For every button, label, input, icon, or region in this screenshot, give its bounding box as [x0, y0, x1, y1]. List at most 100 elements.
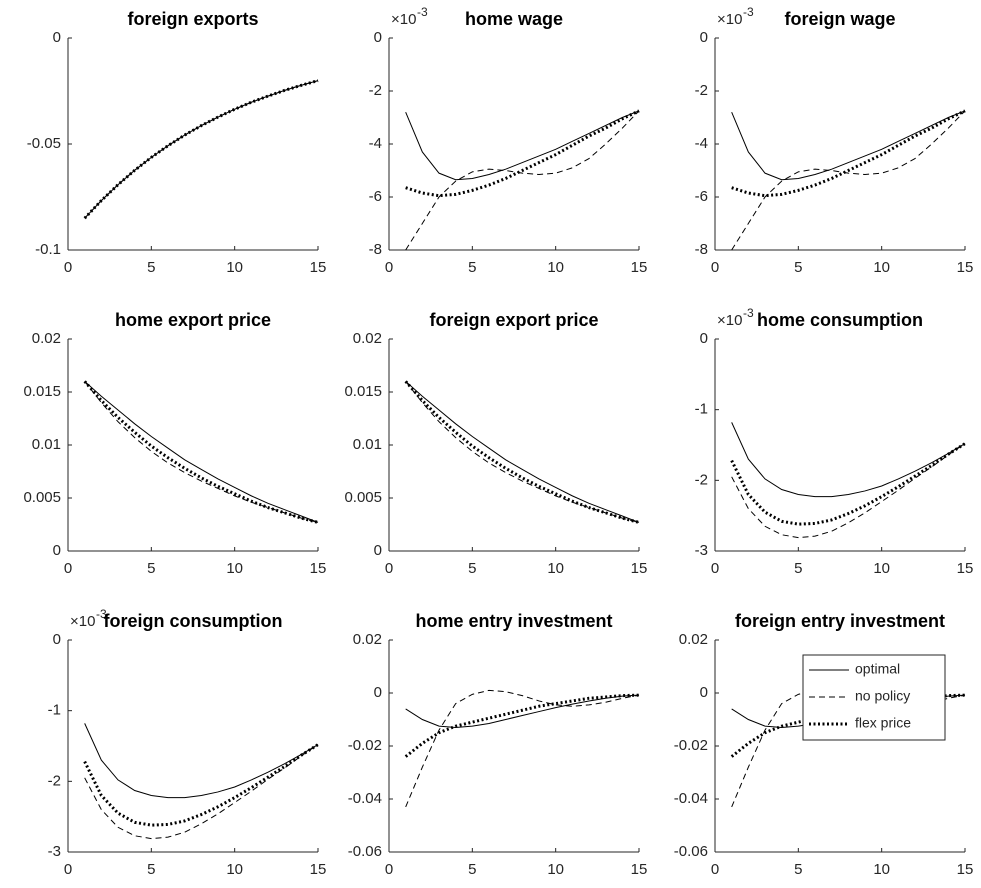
- y-tick-label: 0.02: [32, 330, 61, 347]
- x-tick-label: 15: [310, 560, 327, 577]
- x-tick-label: 5: [794, 861, 802, 878]
- y-exponent-power: -3: [96, 607, 107, 621]
- x-tick-label: 5: [794, 259, 802, 276]
- x-tick-label: 0: [64, 861, 72, 878]
- series-line: [404, 380, 640, 524]
- series-line: [731, 109, 966, 198]
- y-tick-label: -2: [48, 772, 61, 789]
- y-exponent-power: -3: [743, 306, 754, 320]
- x-tick-label: 5: [147, 560, 155, 577]
- series-line: [84, 744, 319, 840]
- series-line: [84, 381, 319, 523]
- y-tick-label: 0: [374, 684, 382, 701]
- x-tick-label: 5: [147, 259, 155, 276]
- x-tick-label: 10: [226, 560, 243, 577]
- x-tick-label: 15: [310, 259, 327, 276]
- legend-label: no policy: [855, 688, 910, 704]
- y-tick-label: 0.005: [23, 489, 61, 506]
- y-tick-label: 0: [700, 684, 708, 701]
- series-line: [405, 110, 640, 181]
- x-tick-label: 15: [957, 560, 974, 577]
- y-tick-label: 0: [53, 29, 61, 46]
- y-tick-label: -6: [369, 188, 382, 205]
- series-line: [83, 380, 319, 524]
- y-tick-label: 0: [53, 631, 61, 648]
- series-line: [731, 422, 966, 498]
- y-exponent-base: ×10: [717, 11, 742, 28]
- series-line: [84, 80, 319, 219]
- series-line: [730, 442, 966, 526]
- series-line: [405, 110, 640, 251]
- y-tick-label: -4: [695, 135, 708, 152]
- x-tick-label: 0: [64, 259, 72, 276]
- series-line: [731, 110, 966, 181]
- series-line: [405, 109, 640, 198]
- x-tick-label: 10: [873, 560, 890, 577]
- series-line: [731, 443, 966, 539]
- series-line: [405, 689, 640, 808]
- x-tick-label: 0: [385, 259, 393, 276]
- y-tick-label: -0.04: [348, 790, 382, 807]
- y-tick-label: -0.02: [348, 737, 382, 754]
- series-line: [84, 723, 319, 799]
- y-tick-label: 0: [374, 29, 382, 46]
- y-exponent-base: ×10: [391, 11, 416, 28]
- y-tick-label: -8: [369, 241, 382, 258]
- x-tick-label: 5: [147, 861, 155, 878]
- series-line: [405, 381, 640, 523]
- x-tick-label: 10: [226, 861, 243, 878]
- y-tick-label: -0.04: [674, 790, 708, 807]
- y-tick-label: -0.1: [35, 241, 61, 258]
- x-tick-label: 15: [631, 259, 648, 276]
- x-tick-label: 10: [547, 861, 564, 878]
- y-tick-label: -6: [695, 188, 708, 205]
- chart-title: home wage: [465, 9, 563, 29]
- y-tick-label: -3: [695, 542, 708, 559]
- y-tick-label: -2: [695, 82, 708, 99]
- x-tick-label: 15: [631, 560, 648, 577]
- chart-title: foreign consumption: [104, 611, 283, 631]
- x-tick-label: 10: [547, 259, 564, 276]
- x-tick-label: 10: [873, 259, 890, 276]
- x-tick-label: 10: [226, 259, 243, 276]
- y-tick-label: 0.02: [679, 631, 708, 648]
- chart-title: foreign exports: [127, 9, 258, 29]
- chart-title: home export price: [115, 310, 271, 330]
- chart-title: foreign export price: [429, 310, 598, 330]
- x-tick-label: 10: [547, 560, 564, 577]
- x-tick-label: 0: [711, 560, 719, 577]
- y-tick-label: 0.015: [344, 383, 382, 400]
- y-tick-label: -1: [48, 702, 61, 719]
- x-tick-label: 5: [468, 560, 476, 577]
- y-tick-label: -1: [695, 401, 708, 418]
- y-exponent-base: ×10: [70, 613, 95, 630]
- y-exponent-power: -3: [743, 5, 754, 19]
- y-exponent-power: -3: [417, 5, 428, 19]
- y-tick-label: 0: [700, 29, 708, 46]
- y-tick-label: -0.02: [674, 737, 708, 754]
- chart-title: foreign wage: [784, 9, 895, 29]
- x-tick-label: 0: [385, 560, 393, 577]
- y-tick-label: 0: [53, 542, 61, 559]
- x-tick-label: 0: [385, 861, 393, 878]
- legend-label: flex price: [855, 715, 911, 731]
- x-tick-label: 10: [873, 861, 890, 878]
- y-tick-label: 0.02: [353, 631, 382, 648]
- x-tick-label: 5: [794, 560, 802, 577]
- series-line: [405, 694, 640, 728]
- y-tick-label: -2: [695, 471, 708, 488]
- x-tick-label: 5: [468, 259, 476, 276]
- y-tick-label: -0.06: [348, 843, 382, 860]
- x-tick-label: 0: [711, 861, 719, 878]
- y-tick-label: 0.02: [353, 330, 382, 347]
- series-line: [84, 381, 319, 523]
- y-tick-label: -3: [48, 843, 61, 860]
- series-line: [84, 80, 319, 219]
- y-tick-label: 0.01: [32, 436, 61, 453]
- y-tick-label: -0.05: [27, 135, 61, 152]
- y-tick-label: 0: [700, 330, 708, 347]
- series-line: [731, 110, 966, 251]
- y-tick-label: 0.005: [344, 489, 382, 506]
- chart-title: home consumption: [757, 310, 923, 330]
